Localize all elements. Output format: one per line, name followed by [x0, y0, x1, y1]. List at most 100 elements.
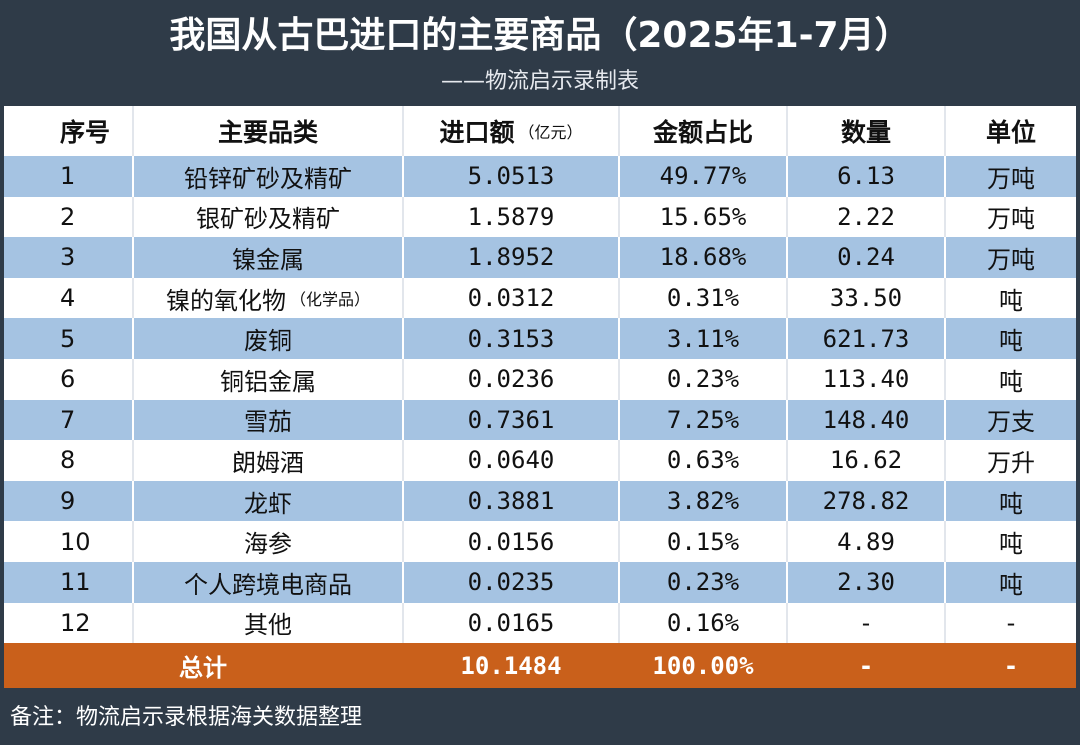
cell-import-value: 0.3881 — [404, 480, 620, 522]
cell-unit: 万支 — [987, 408, 1035, 437]
cell-quantity: 621.73 — [788, 318, 946, 359]
cell-seq: 7 — [4, 399, 134, 441]
cell-category-label: 海参 — [244, 530, 292, 559]
table-row: 5 废铜 0.3153 3.11% 621.73 吨 — [4, 318, 1076, 359]
cell-category: 海参 — [134, 521, 404, 562]
table-row: 9 龙虾 0.3881 3.82% 278.82 吨 — [4, 480, 1076, 522]
cell-import-value: 1.8952 — [404, 237, 620, 278]
table-row: 1 铅锌矿砂及精矿 5.0513 49.77% 6.13 万吨 — [4, 156, 1076, 197]
table-row: 12 其他 0.0165 0.16% - - — [4, 602, 1076, 645]
cell-category: 镍金属 — [134, 237, 404, 278]
cell-import-value: 0.0312 — [404, 277, 620, 319]
cell-category-label: 镍的氧化物 — [165, 286, 286, 315]
cell-category: 个人跨境电商品 — [134, 562, 404, 603]
cell-unit: 万吨 — [987, 164, 1035, 193]
cell-category-label: 龙虾 — [244, 489, 292, 518]
cell-unit: 万吨 — [987, 205, 1035, 234]
total-label: 总计 — [4, 643, 404, 688]
cell-category: 雪茄 — [134, 399, 404, 441]
header-import-value-unit: （亿元） — [518, 123, 583, 142]
cell-quantity: 16.62 — [788, 440, 946, 481]
cell-unit: 万升 — [987, 448, 1035, 477]
cell-seq: 8 — [4, 440, 134, 481]
cell-category: 铅锌矿砂及精矿 — [134, 156, 404, 197]
cell-unit: 吨 — [999, 367, 1023, 396]
cell-unit: 吨 — [999, 530, 1023, 559]
cell-import-value: 0.3153 — [404, 318, 620, 359]
table-row: 6 铜铝金属 0.0236 0.23% 113.40 吨 — [4, 359, 1076, 401]
cell-share: 0.23% — [620, 562, 788, 603]
cell-unit: 吨 — [999, 327, 1023, 356]
table-row: 7 雪茄 0.7361 7.25% 148.40 万支 — [4, 399, 1076, 441]
cell-category-label: 其他 — [244, 611, 292, 640]
cell-quantity: 0.24 — [788, 237, 946, 278]
cell-unit: 吨 — [999, 489, 1023, 518]
cell-category-label: 银矿砂及精矿 — [196, 205, 340, 234]
table-row: 10 海参 0.0156 0.15% 4.89 吨 — [4, 521, 1076, 563]
cell-share: 0.23% — [620, 359, 788, 400]
cell-category: 铜铝金属 — [134, 359, 404, 400]
cell-unit: - — [1006, 608, 1016, 637]
header-seq: 序号 — [4, 106, 134, 156]
cell-category-note: （化学品） — [289, 290, 370, 310]
page-title: 我国从古巴进口的主要商品（2025年1-7月） — [169, 15, 911, 56]
footnote: 备注：物流启示录根据海关数据整理 — [10, 705, 363, 730]
cell-seq: 6 — [4, 359, 134, 400]
cell-quantity: 2.22 — [788, 196, 946, 238]
cell-unit: 吨 — [999, 570, 1023, 599]
cell-category-label: 镍金属 — [232, 245, 304, 274]
cell-import-value: 0.0236 — [404, 359, 620, 400]
cell-share: 0.15% — [620, 521, 788, 562]
cell-quantity: 4.89 — [788, 521, 946, 562]
data-table: 序号 主要品类 进口额 （亿元） 金额占比 数量 单位 1 铅锌矿砂及精矿 5.051… — [4, 106, 1076, 688]
table-total-row: 总计 10.1484 100.00% - - — [4, 643, 1076, 688]
total-share: 100.00% — [620, 643, 788, 688]
total-unit: - — [1006, 651, 1016, 680]
cell-import-value: 1.5879 — [404, 196, 620, 238]
cell-category-label: 铅锌矿砂及精矿 — [184, 164, 352, 193]
table-row: 2 银矿砂及精矿 1.5879 15.65% 2.22 万吨 — [4, 196, 1076, 239]
cell-quantity: - — [788, 602, 946, 644]
cell-share: 0.63% — [620, 440, 788, 481]
cell-seq: 5 — [4, 318, 134, 359]
cell-seq: 12 — [4, 602, 134, 644]
cell-seq: 11 — [4, 562, 134, 603]
cell-category: 废铜 — [134, 318, 404, 359]
cell-category-label: 雪茄 — [244, 408, 292, 437]
cell-quantity: 6.13 — [788, 156, 946, 197]
header-unit: 单位 — [985, 118, 1036, 147]
cell-import-value: 0.0156 — [404, 521, 620, 562]
cell-unit: 万吨 — [987, 245, 1035, 274]
header-quantity: 数量 — [788, 106, 946, 156]
cell-share: 3.82% — [620, 480, 788, 522]
cell-seq: 4 — [4, 277, 134, 319]
cell-quantity: 2.30 — [788, 562, 946, 603]
cell-share: 3.11% — [620, 318, 788, 359]
table-row: 8 朗姆酒 0.0640 0.63% 16.62 万升 — [4, 440, 1076, 482]
table-header-row: 序号 主要品类 进口额 （亿元） 金额占比 数量 单位 — [4, 106, 1076, 158]
cell-import-value: 5.0513 — [404, 156, 620, 197]
cell-category-label: 个人跨境电商品 — [184, 570, 352, 599]
cell-category-label: 废铜 — [244, 327, 292, 356]
cell-import-value: 0.7361 — [404, 399, 620, 441]
page-subtitle: ——物流启示录制表 — [440, 69, 639, 94]
cell-category: 其他 — [134, 602, 404, 644]
cell-category: 龙虾 — [134, 480, 404, 522]
cell-share: 0.31% — [620, 277, 788, 319]
cell-share: 0.16% — [620, 602, 788, 644]
cell-seq: 9 — [4, 480, 134, 522]
table-row: 4 镍的氧化物 （化学品） 0.0312 0.31% 33.50 吨 — [4, 277, 1076, 320]
total-quantity: - — [788, 643, 946, 688]
cell-seq: 2 — [4, 196, 134, 238]
cell-quantity: 148.40 — [788, 399, 946, 441]
cell-category-label: 朗姆酒 — [232, 448, 304, 477]
cell-quantity: 113.40 — [788, 359, 946, 400]
table-row: 11 个人跨境电商品 0.0235 0.23% 2.30 吨 — [4, 562, 1076, 603]
cell-seq: 10 — [4, 521, 134, 562]
cell-unit: 吨 — [999, 286, 1023, 315]
cell-share: 18.68% — [620, 237, 788, 278]
cell-quantity: 278.82 — [788, 480, 946, 522]
header-share: 金额占比 — [620, 106, 788, 156]
cell-category: 朗姆酒 — [134, 440, 404, 481]
